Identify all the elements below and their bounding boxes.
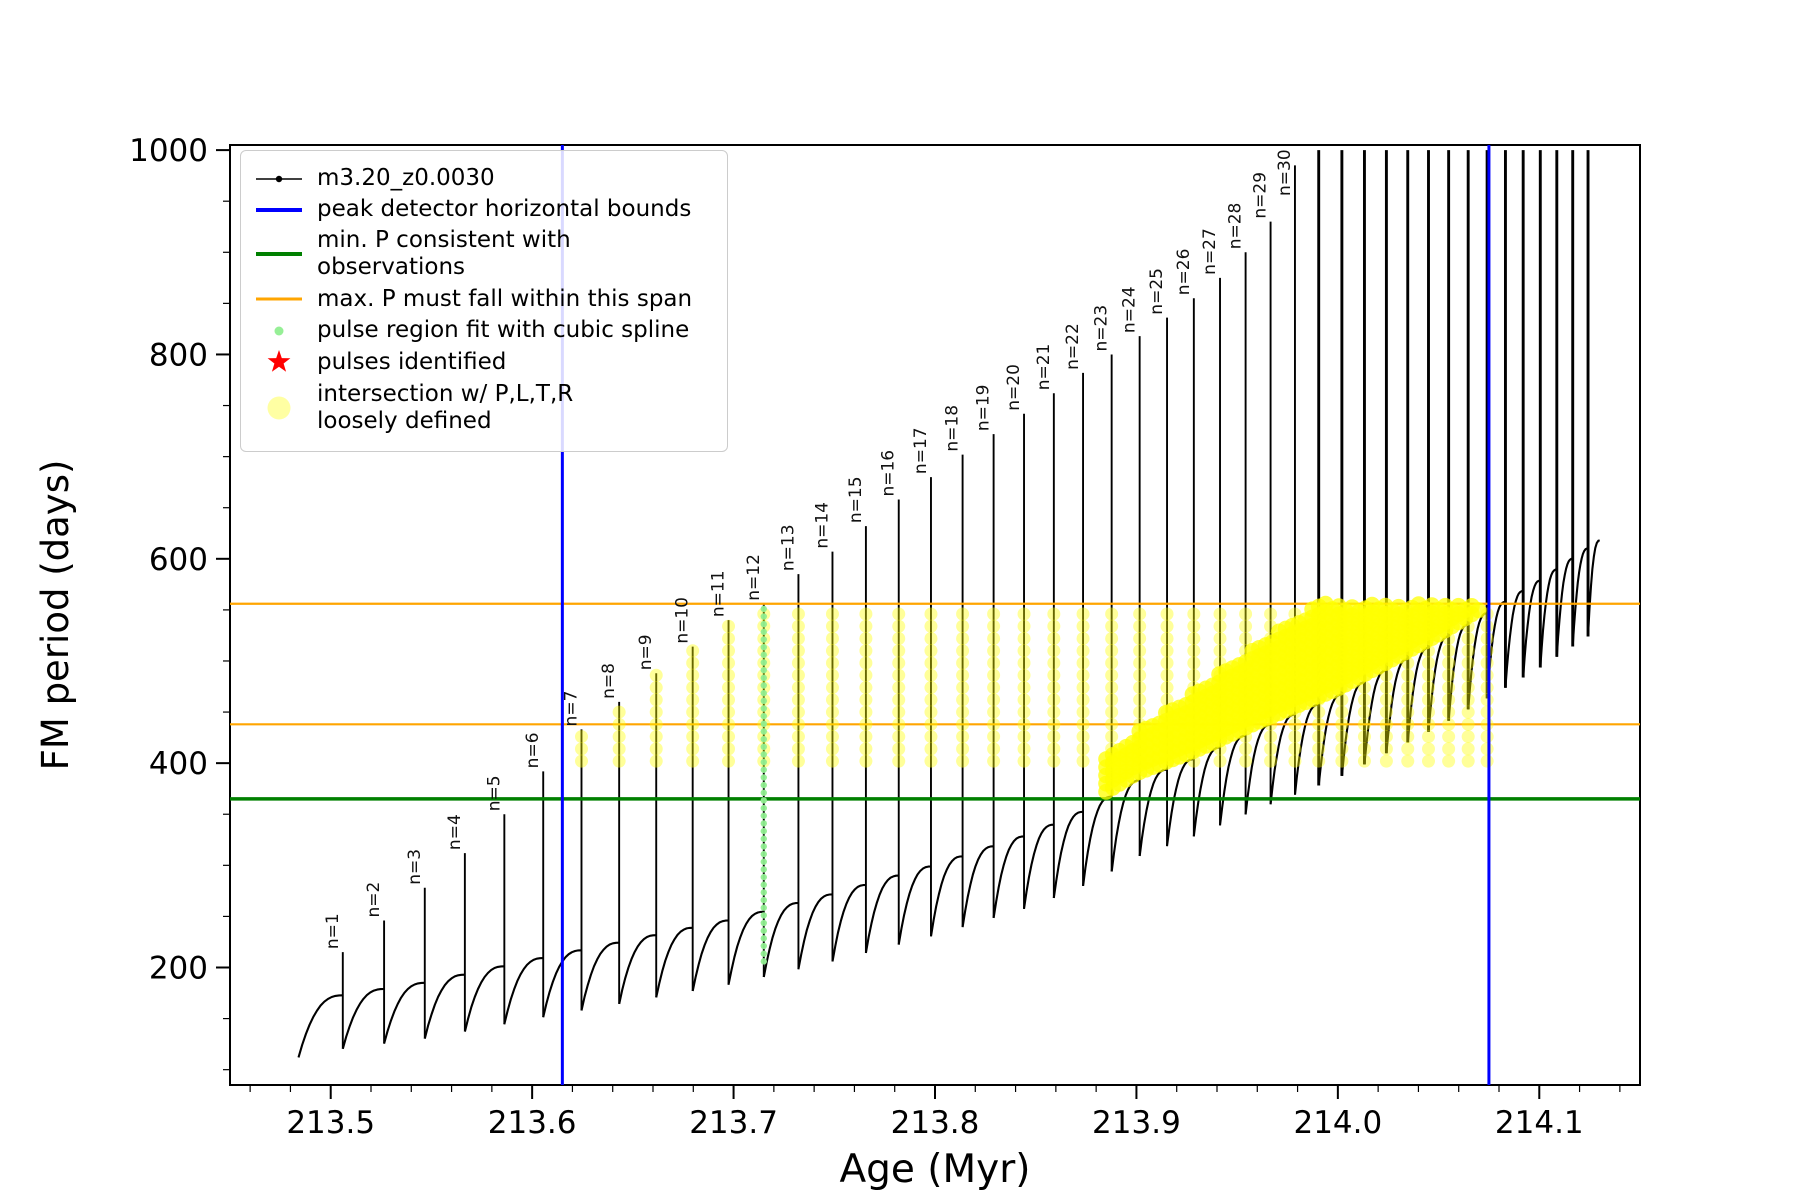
pulse-label: n=6 [523,732,543,768]
y-tick-label: 800 [149,337,208,373]
x-tick-label: 213.7 [689,1105,778,1141]
pulse-label: n=10 [673,597,693,644]
pulse-label: n=2 [364,882,384,918]
x-axis-label: Age (Myr) [839,1147,1030,1192]
legend-item: peak detector horizontal bounds [253,196,713,223]
pulse-label: n=3 [405,849,425,885]
legend-label: intersection w/ P,L,T,R loosely defined [317,380,574,434]
pulse-label: n=15 [846,476,866,523]
legend-marker-line-icon [253,244,305,264]
legend-label: m3.20_z0.0030 [317,165,495,191]
pulse-label: n=19 [974,384,994,431]
pulse-label: n=16 [879,450,899,497]
x-tick-label: 214.0 [1293,1105,1382,1141]
pulse-label: n=28 [1226,203,1246,250]
y-tick-label: 600 [149,542,208,578]
legend-label: peak detector horizontal bounds [317,196,692,223]
legend-marker-star-icon [253,349,305,377]
pulse-label: n=23 [1092,305,1112,352]
pulse-label: n=25 [1147,268,1167,315]
legend-label: min. P consistent with observations [317,227,571,281]
legend-marker-dot-icon [253,317,305,345]
legend-label: max. P must fall within this span [317,285,693,312]
legend-marker-dot-icon [253,394,305,422]
legend-item: min. P consistent with observations [253,227,713,281]
legend-label: pulses identified [317,349,507,376]
y-tick-label: 200 [149,951,208,987]
pulse-label: n=17 [911,427,931,474]
pulse-label: n=21 [1034,344,1054,391]
pulse-label: n=20 [1004,364,1024,411]
pulse-label: n=8 [599,663,619,699]
pulse-label: n=30 [1275,149,1295,196]
pulse-labels: n=1 n=2 n=3 n=4 n=5 n=6 n=7 n=8 n=9 n=10 n=11 n=12 n… [323,149,1295,949]
pulse-label: n=27 [1200,228,1220,275]
pulse-label: n=13 [778,524,798,571]
y-tick-label: 1000 [129,133,208,169]
x-tick-label: 214.1 [1495,1105,1584,1141]
y-tick-label: 400 [149,746,208,782]
pulse-label: n=1 [323,913,343,949]
pulse-label: n=11 [709,570,729,617]
legend-item: pulses identified [253,349,713,377]
legend-marker-line-dot-icon [253,169,305,189]
pulse-label: n=22 [1063,323,1083,370]
x-tick-label: 213.5 [286,1105,375,1141]
pulse-label: n=29 [1251,172,1271,219]
pulse-label: n=12 [744,554,764,601]
legend-item: max. P must fall within this span [253,286,713,313]
intersection-scatter [574,595,1494,800]
pulse-label: n=18 [943,405,963,452]
pulse-label: n=7 [561,691,581,727]
legend-marker-line-icon [253,289,305,309]
pulse-label: n=4 [445,814,465,850]
pulse-label: n=14 [812,502,832,549]
legend-item: m3.20_z0.0030 [253,165,713,192]
pulse-label: n=26 [1174,249,1194,296]
x-tick-label: 213.6 [488,1105,577,1141]
y-axis-label: FM period (days) [34,460,77,771]
pulse-label: n=9 [636,634,656,670]
pulse-label: n=5 [484,775,504,811]
legend-label: pulse region fit with cubic spline [317,317,690,344]
x-tick-label: 213.8 [891,1105,980,1141]
x-tick-label: 213.9 [1092,1105,1181,1141]
axis-ticks: 213.5 213.6 213.7 213.8 213.9 214.0 214.1 200 40… [129,133,1621,1141]
plot-area: 213.5 213.6 213.7 213.8 213.9 214.0 214.1 200 40… [129,133,1641,1141]
series-baseline [297,539,1600,1058]
legend-item: intersection w/ P,L,T,R loosely defined [253,381,713,435]
spline-fit-scatter [760,605,767,965]
legend-item: pulse region fit with cubic spline [253,317,713,345]
pulse-label: n=24 [1120,286,1140,333]
legend-marker-line-icon [253,200,305,220]
